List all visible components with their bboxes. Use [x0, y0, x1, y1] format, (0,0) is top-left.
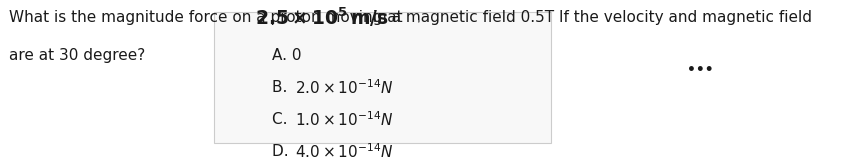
Text: ': ' — [417, 19, 420, 32]
Text: C.: C. — [272, 112, 293, 127]
Text: are at 30 degree?: are at 30 degree? — [8, 48, 145, 63]
Text: $\mathbf{2.5 \times 10^5}$$\bf{\,m/s}$: $\mathbf{2.5 \times 10^5}$$\bf{\,m/s}$ — [255, 6, 389, 29]
Text: D.: D. — [272, 144, 294, 159]
Text: in a magnetic field 0.5T If the velocity and magnetic field: in a magnetic field 0.5T If the velocity… — [368, 10, 811, 25]
Text: $1.0 \times 10^{-14}N$: $1.0 \times 10^{-14}N$ — [295, 110, 393, 129]
Text: A. 0: A. 0 — [272, 48, 301, 63]
Text: What is the magnitude force on a proton moving at: What is the magnitude force on a proton … — [8, 10, 407, 25]
Text: $4.0 \times 10^{-14}N$: $4.0 \times 10^{-14}N$ — [295, 142, 393, 160]
Text: B.: B. — [272, 80, 292, 95]
Text: $2.0 \times 10^{-14}N$: $2.0 \times 10^{-14}N$ — [295, 78, 393, 97]
FancyBboxPatch shape — [214, 12, 552, 143]
Text: •••: ••• — [687, 63, 713, 77]
